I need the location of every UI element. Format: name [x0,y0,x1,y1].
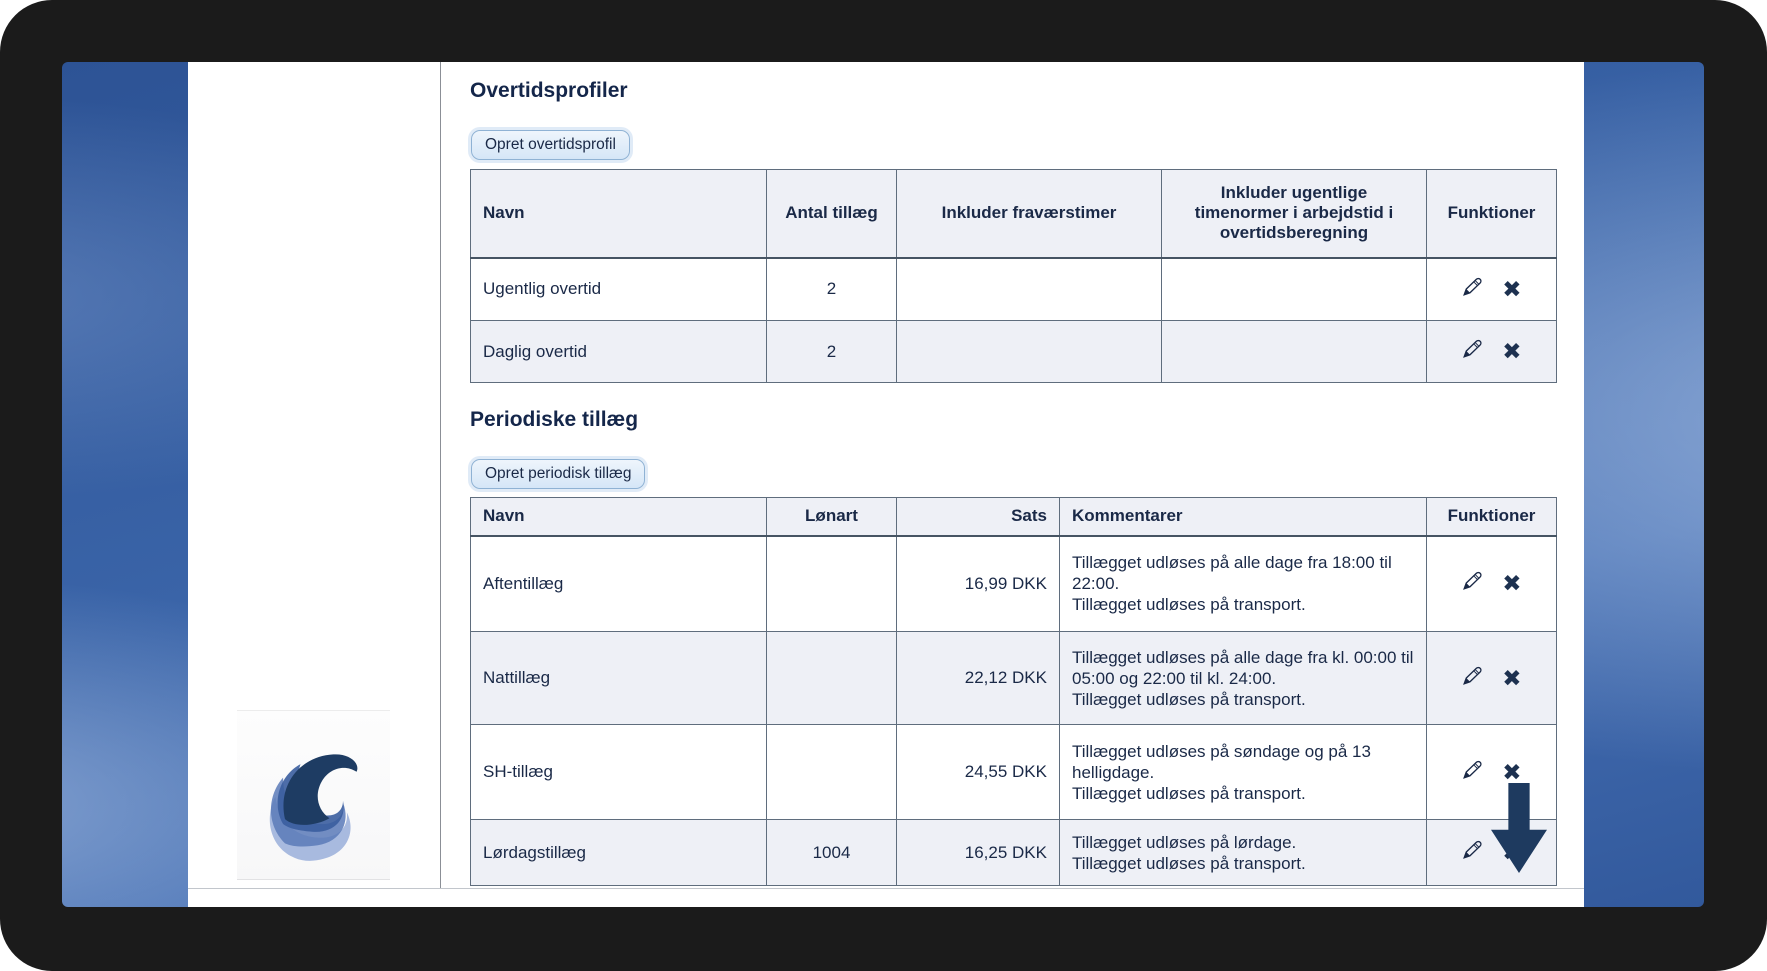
table-row: Nattillæg 22,12 DKK Tillægget udløses på… [470,631,1557,725]
desktop-wallpaper: Overtidsprofiler Opret overtidsprofil Na… [62,62,1704,907]
cell-navn: Ugentlig overtid [470,257,767,321]
cell-funktioner: ✖ [1426,320,1557,383]
edit-pencil-icon[interactable] [1461,839,1483,866]
comment-line: Tillægget udløses på transport. [1072,689,1306,709]
column-header-inkluder-ugentlige: Inkluder ugentlige timenormer i arbejdst… [1161,169,1427,259]
cell-kommentarer: Tillægget udløses på alle dage fra kl. 0… [1059,631,1427,725]
comment-line: Tillægget udløses på transport. [1072,853,1306,873]
column-header-inkluder-fravaerstimer: Inkluder fraværstimer [896,169,1162,259]
edit-pencil-icon[interactable] [1461,276,1483,303]
table-row: Ugentlig overtid 2 [470,257,1557,321]
delete-x-icon[interactable]: ✖ [1502,758,1522,785]
cell-navn: SH-tillæg [470,724,767,820]
comment-line: Tillægget udløses på alle dage fra 18:00… [1072,553,1392,594]
delete-x-icon[interactable]: ✖ [1502,275,1522,302]
panel-divider [440,62,441,888]
cell-fravaer [896,320,1162,383]
table-header-row: Navn Antal tillæg Inkluder fraværstimer … [470,169,1557,259]
delete-x-icon[interactable]: ✖ [1502,570,1522,597]
opret-periodisk-tillaeg-button[interactable]: Opret periodisk tillæg [471,459,646,489]
table-header-row: Navn Lønart Sats Kommentarer Funktioner [470,497,1557,537]
cell-ugentlige [1161,320,1427,383]
cell-sats: 16,99 DKK [896,535,1060,632]
cell-funktioner: ✖ [1426,631,1557,725]
column-header-navn: Navn [470,497,767,537]
periodiske-tillaeg-title: Periodiske tillæg [470,408,639,431]
edit-pencil-icon[interactable] [1461,665,1483,692]
cell-ugentlige [1161,257,1427,321]
cell-lonart [766,535,897,632]
cell-kommentarer: Tillægget udløses på lørdage. Tillægget … [1059,819,1427,886]
column-header-kommentarer: Kommentarer [1059,497,1427,537]
edit-pencil-icon[interactable] [1461,570,1483,597]
cell-funktioner: ✖ [1426,724,1557,820]
column-header-funktioner: Funktioner [1426,497,1557,537]
cell-sats: 22,12 DKK [896,631,1060,725]
cell-fravaer [896,257,1162,321]
comment-line: Tillægget udløses på alle dage fra kl. 0… [1072,647,1414,688]
cell-navn: Lørdagstillæg [470,819,767,886]
cell-navn: Daglig overtid [470,320,767,383]
comment-line: Tillægget udløses på transport. [1072,595,1306,615]
app-window: Overtidsprofiler Opret overtidsprofil Na… [188,62,1584,907]
overtidsprofiler-title: Overtidsprofiler [470,79,628,102]
app-logo [237,710,390,880]
delete-x-icon[interactable]: ✖ [1502,338,1522,364]
table-row: Lørdagstillæg 1004 16,25 DKK Tillægget u… [470,819,1557,886]
edit-pencil-icon[interactable] [1461,759,1483,786]
column-header-antal-tillaeg: Antal tillæg [766,169,897,259]
cell-navn: Aftentillæg [470,535,767,632]
cell-antal: 2 [766,320,897,383]
delete-x-icon[interactable]: ✖ [1502,664,1522,691]
column-header-navn: Navn [470,169,767,259]
table-row: SH-tillæg 24,55 DKK Tillægget udløses på… [470,724,1557,820]
cell-lonart: 1004 [766,819,897,886]
opret-overtidsprofil-button[interactable]: Opret overtidsprofil [471,130,630,160]
column-header-funktioner: Funktioner [1426,169,1557,259]
cell-sats: 24,55 DKK [896,724,1060,820]
table-row: Aftentillæg 16,99 DKK Tillægget udløses … [470,535,1557,632]
comment-line: Tillægget udløses på transport. [1072,783,1306,803]
main-content: Overtidsprofiler Opret overtidsprofil Na… [470,62,1557,907]
comment-line: Tillægget udløses på søndage og på 13 he… [1072,741,1371,782]
table-row: Daglig overtid 2 [470,320,1557,383]
column-header-lonart: Lønart [766,497,897,537]
cell-lonart [766,724,897,820]
wave-logo-icon [269,754,357,861]
cell-antal: 2 [766,257,897,321]
comment-line: Tillægget udløses på lørdage. [1072,832,1297,852]
cell-lonart [766,631,897,725]
cell-kommentarer: Tillægget udløses på alle dage fra 18:00… [1059,535,1427,632]
edit-pencil-icon[interactable] [1461,338,1483,365]
window-bottom-rule [188,888,1584,889]
overtidsprofiler-table: Navn Antal tillæg Inkluder fraværstimer … [470,169,1557,383]
cell-kommentarer: Tillægget udløses på søndage og på 13 he… [1059,724,1427,820]
cell-funktioner: ✖ [1426,819,1557,886]
cell-sats: 16,25 DKK [896,819,1060,886]
cell-funktioner: ✖ [1426,257,1557,321]
column-header-sats: Sats [896,497,1060,537]
periodiske-tillaeg-table: Navn Lønart Sats Kommentarer Funktioner … [470,497,1557,886]
cell-navn: Nattillæg [470,631,767,725]
cell-funktioner: ✖ [1426,535,1557,632]
